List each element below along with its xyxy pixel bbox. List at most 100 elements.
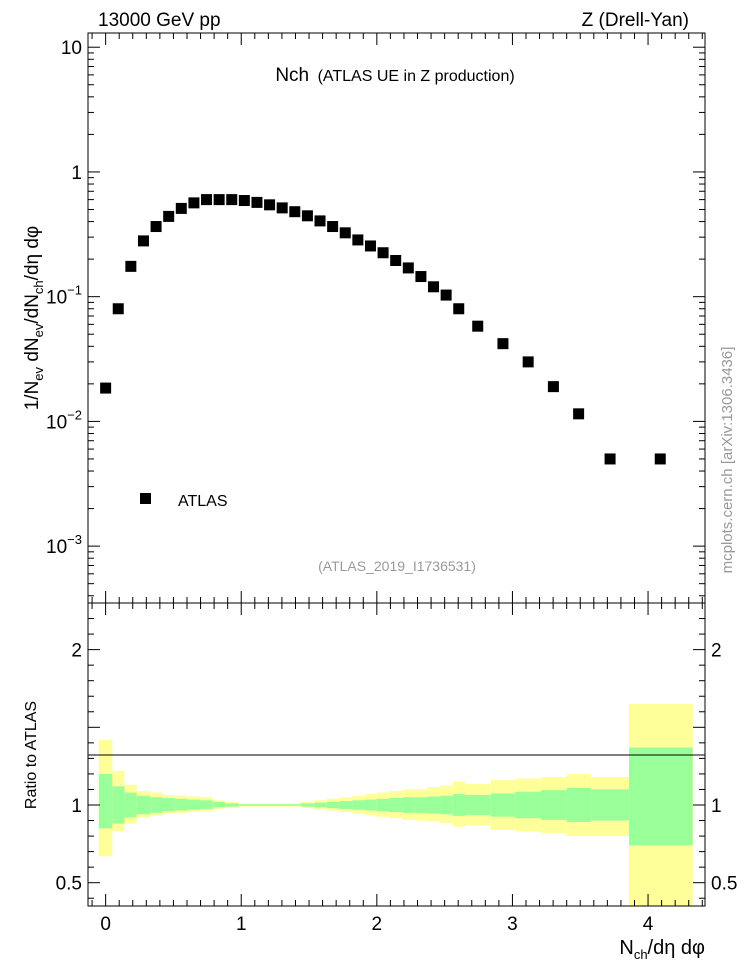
ratio-y-tick-label-left: 0.5 — [56, 874, 82, 895]
data-point — [377, 247, 389, 259]
data-point — [390, 254, 402, 266]
ratio-band-inner — [136, 795, 151, 815]
ratio-y-tick-label-right: 2 — [711, 641, 722, 662]
main-y-tick-label: 10−1 — [46, 283, 82, 309]
data-point — [125, 260, 137, 272]
legend-marker — [140, 493, 151, 504]
data-point — [522, 356, 534, 368]
ratio-y-tick-label-left: 1 — [71, 796, 82, 817]
ratio-band-inner — [629, 747, 693, 846]
data-point — [573, 408, 585, 420]
ratio-band-inner — [262, 804, 277, 806]
data-point — [497, 338, 509, 350]
x-tick-label: 3 — [507, 914, 518, 935]
data-point — [213, 194, 225, 206]
x-tick-label: 1 — [236, 914, 247, 935]
data-point — [112, 303, 124, 315]
data-point — [137, 235, 149, 247]
data-point — [547, 381, 559, 393]
ratio-y-tick-label-left: 2 — [71, 641, 82, 662]
main-y-axis-title: 1/Nev dNev/dNch/dη dφ — [22, 226, 46, 411]
ratio-band-inner — [402, 797, 415, 813]
ratio-band-inner — [314, 802, 327, 808]
main-y-tick-label: 1 — [71, 163, 82, 184]
data-point — [339, 227, 351, 239]
ratio-band-inner — [464, 794, 491, 816]
data-point — [364, 240, 376, 252]
ratio-plot-panel: 0.5 0.5 1 1 2 2 0 1 2 3 4 — [56, 602, 737, 935]
ratio-band-inner — [376, 798, 390, 812]
ratio-band-inner — [515, 791, 541, 819]
data-point — [251, 196, 263, 208]
data-point — [604, 453, 616, 465]
ratio-band-inner — [414, 797, 428, 813]
ratio-band-inner — [427, 796, 441, 814]
ratio-band-inner — [326, 801, 339, 809]
ratio-band-inner — [591, 789, 630, 821]
ratio-band-inner — [566, 787, 592, 823]
ratio-band-inner — [490, 793, 516, 817]
watermark: mcplots.cern.ch [arXiv:1306.3436] — [719, 347, 736, 574]
data-point — [175, 202, 187, 214]
ratio-band-inner — [540, 790, 567, 820]
data-point — [226, 194, 238, 206]
data-point — [402, 262, 414, 274]
header-energy-label: 13000 GeV pp — [98, 10, 221, 31]
data-point — [301, 210, 313, 222]
main-plot-frame — [87, 32, 706, 604]
data-point — [264, 199, 276, 211]
ratio-band-inner — [440, 795, 453, 815]
ratio-band-inner — [389, 798, 403, 812]
ratio-band-inner — [238, 804, 251, 806]
legend-label: ATLAS — [178, 493, 228, 510]
ratio-band-inner — [288, 804, 301, 806]
data-point — [327, 221, 339, 233]
plot-title-main: Nch — [275, 65, 309, 86]
data-point — [415, 271, 427, 283]
x-axis-title: Nch/dη dφ — [619, 937, 705, 962]
ratio-band-inner — [338, 801, 353, 809]
data-point — [314, 215, 326, 227]
data-point — [472, 320, 484, 332]
ratio-band-inner — [364, 799, 377, 811]
data-point — [453, 303, 465, 315]
data-point — [238, 195, 250, 207]
plot-title: Nch (ATLAS UE in Z production) — [275, 65, 514, 86]
data-point — [352, 234, 364, 246]
analysis-id-label: (ATLAS_2019_I1736531) — [318, 558, 476, 574]
ratio-y-axis-title: Ratio to ATLAS — [23, 701, 40, 809]
ratio-band-inner — [150, 797, 163, 813]
ratio-band-inner — [174, 798, 187, 811]
ratio-band-inner — [162, 798, 175, 812]
ratio-plot-frame — [87, 602, 706, 907]
ratio-band-inner — [250, 804, 263, 806]
ratio-band-inner — [112, 786, 125, 824]
main-plot-panel: 10−3 10−2 10−1 1 10 Nch (ATLAS UE in Z produ… — [46, 32, 706, 604]
main-y-tick-label: 10−3 — [46, 532, 82, 558]
data-point — [163, 210, 175, 222]
main-y-tick-label: 10 — [61, 38, 82, 59]
main-y-tick-label: 10−2 — [46, 407, 82, 433]
plot-title-sub: (ATLAS UE in Z production) — [318, 68, 515, 85]
x-tick-label: 4 — [643, 914, 654, 935]
ratio-band-inner — [300, 803, 315, 807]
ratio-band-inner — [224, 803, 239, 807]
ratio-band-inner — [200, 800, 213, 809]
data-point — [428, 281, 440, 293]
data-point — [188, 197, 200, 209]
data-point — [276, 202, 288, 214]
x-tick-label: 2 — [372, 914, 383, 935]
data-point — [654, 453, 666, 465]
x-tick-label: 0 — [100, 914, 111, 935]
ratio-band-inner — [124, 792, 137, 818]
data-point — [100, 382, 112, 394]
legend: ATLAS — [140, 493, 228, 510]
data-point — [440, 289, 452, 301]
data-point — [289, 206, 301, 218]
ratio-band-inner — [352, 800, 365, 810]
ratio-y-tick-label-right: 0.5 — [711, 874, 737, 895]
data-point — [201, 194, 213, 206]
ratio-band-inner — [452, 794, 465, 816]
ratio-band-inner — [98, 773, 113, 829]
